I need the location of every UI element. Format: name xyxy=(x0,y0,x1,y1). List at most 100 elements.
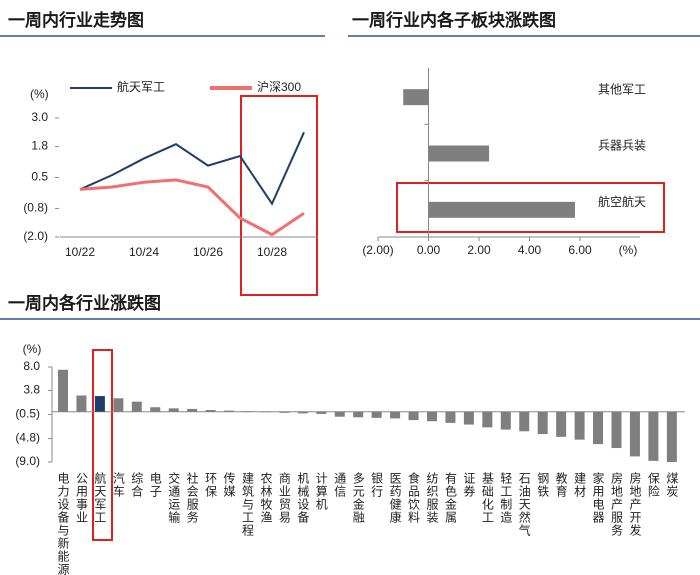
x-tick-label: 银行 xyxy=(370,472,384,498)
x-tick-label: 钢铁 xyxy=(536,472,550,498)
x-tick-label: 建材 xyxy=(573,472,587,498)
chart-title: 一周内各行业涨跌图 xyxy=(8,293,161,313)
x-tick-label: 公用事业 xyxy=(74,472,88,524)
x-tick-label: 社会服务 xyxy=(185,471,199,524)
x-tick-label: 煤炭 xyxy=(665,472,679,498)
x-tick-label: 机械设备 xyxy=(296,472,310,524)
bar xyxy=(556,411,567,437)
x-tick-label: 综合 xyxy=(130,472,144,498)
x-tick-label: 证券 xyxy=(462,472,476,498)
chart-title: 一周行业内各子板块涨跌图 xyxy=(352,10,556,30)
x-tick-label: 2.00 xyxy=(467,243,491,257)
x-tick-label: 保险 xyxy=(646,472,660,498)
bar xyxy=(408,411,419,421)
bar xyxy=(168,408,179,412)
y-tick-label: 0.5 xyxy=(31,170,48,184)
x-tick-label: 0.00 xyxy=(417,243,441,257)
x-tick-label: 教育 xyxy=(554,471,568,498)
x-tick-label: 有色金属 xyxy=(443,472,457,524)
series-line xyxy=(79,131,305,206)
x-tick-label: 家用电器 xyxy=(591,471,605,524)
bar xyxy=(390,411,401,419)
x-tick-label: 建筑与工程 xyxy=(241,472,255,537)
chart-title: 一周内行业走势图 xyxy=(8,10,144,30)
highlight-box xyxy=(92,349,113,541)
x-tick-label: 10/22 xyxy=(65,245,95,259)
y-tick-label: (0.5) xyxy=(15,407,40,421)
bar xyxy=(463,411,474,425)
x-tick-label: 交通运输 xyxy=(167,471,181,524)
x-tick-label: 轻工制造 xyxy=(499,472,513,524)
bar xyxy=(445,411,456,423)
x-tick-label: 医药健康 xyxy=(388,472,402,524)
category-label: 兵器兵装 xyxy=(598,139,646,153)
bar xyxy=(260,411,271,413)
bar xyxy=(666,411,677,462)
bar xyxy=(131,401,142,412)
bar xyxy=(648,411,659,461)
bar xyxy=(428,145,490,162)
y-tick-label: 8.0 xyxy=(23,359,40,373)
y-tick-label: 3.0 xyxy=(31,110,48,124)
bar xyxy=(242,411,253,412)
y-tick-label: 3.8 xyxy=(23,383,40,397)
x-tick-label: 纺织服装 xyxy=(425,472,439,524)
bar xyxy=(113,398,124,412)
bar xyxy=(611,411,622,449)
bar xyxy=(297,411,308,414)
y-tick-label: (0.8) xyxy=(23,201,48,215)
y-tick-label: 1.8 xyxy=(31,139,48,153)
highlight-box xyxy=(240,95,318,296)
y-tick-label: (9.0) xyxy=(15,454,40,468)
bar xyxy=(334,411,345,417)
x-tick-label: 房地产开发 xyxy=(628,471,642,537)
bar xyxy=(403,89,429,106)
x-tick-label: 计算机 xyxy=(314,472,328,511)
x-tick-label: 多元金融 xyxy=(351,472,365,524)
bar xyxy=(593,411,604,445)
x-tick-label: 环保 xyxy=(204,472,218,498)
bar xyxy=(629,411,640,457)
bar xyxy=(371,411,382,418)
x-tick-label: 电子 xyxy=(148,472,162,498)
bar xyxy=(224,410,235,412)
bar xyxy=(428,201,575,218)
x-axis-label: (%) xyxy=(619,243,638,257)
legend-label: 航天军工 xyxy=(117,79,165,94)
bar xyxy=(187,408,198,412)
y-axis-label: (%) xyxy=(23,342,42,356)
y-tick-label: (2.0) xyxy=(23,229,48,243)
x-tick-label: 6.00 xyxy=(568,243,592,257)
x-tick-label: 食品饮料 xyxy=(407,471,421,524)
y-tick-label: (4.8) xyxy=(15,431,40,445)
bar xyxy=(205,410,216,412)
bar xyxy=(353,411,364,418)
x-tick-label: 基础化工 xyxy=(480,472,494,524)
bar xyxy=(537,411,548,435)
bar xyxy=(150,407,161,412)
category-label: 其他军工 xyxy=(598,82,646,96)
x-tick-label: 10/24 xyxy=(129,245,159,259)
x-tick-label: 商业贸易 xyxy=(277,471,291,524)
bar xyxy=(58,369,68,412)
x-tick-label: 10/28 xyxy=(257,245,287,259)
x-tick-label: 航天军工 xyxy=(93,471,107,524)
highlight-box xyxy=(396,182,665,233)
x-tick-label: 4.00 xyxy=(518,243,542,257)
x-tick-label: 汽车 xyxy=(111,471,125,498)
x-tick-label: 10/26 xyxy=(193,245,223,259)
bar xyxy=(316,411,327,414)
x-tick-label: (2.00) xyxy=(362,243,393,257)
bar xyxy=(574,411,585,440)
bar xyxy=(500,411,511,430)
bar xyxy=(279,411,290,413)
series-line xyxy=(79,178,305,237)
x-tick-label: 传媒 xyxy=(222,471,236,498)
bar xyxy=(482,411,493,428)
legend-label: 沪深300 xyxy=(257,80,301,94)
x-tick-label: 通信 xyxy=(333,472,347,498)
x-tick-label: 石油天然气 xyxy=(517,472,531,537)
x-tick-label: 电力设备与新能源 xyxy=(56,472,70,575)
bar xyxy=(94,396,105,412)
